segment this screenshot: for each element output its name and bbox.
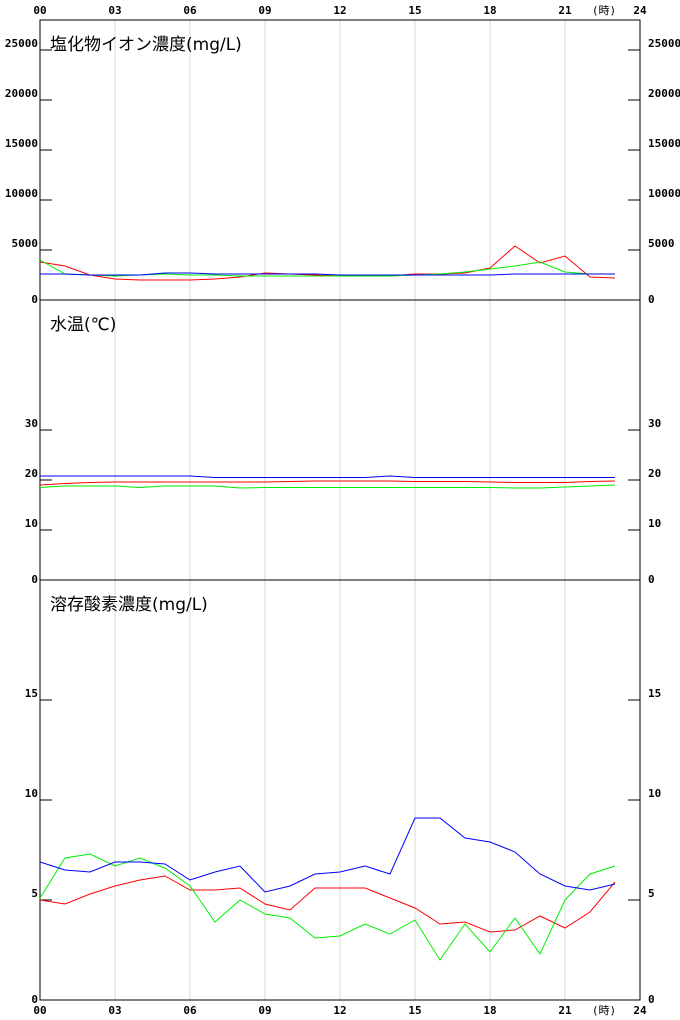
x-tick-label: 24 xyxy=(633,1004,647,1017)
y-tick-label: 30 xyxy=(25,417,38,430)
y-tick-label: 15000 xyxy=(5,137,38,150)
x-tick-label: 12 xyxy=(333,1004,346,1017)
x-tick-label: 18 xyxy=(483,1004,496,1017)
x-tick-label: 00 xyxy=(33,4,46,17)
x-tick-label: 00 xyxy=(33,1004,46,1017)
y-tick-label: 25000 xyxy=(648,37,680,50)
y-tick-label: 15 xyxy=(25,687,38,700)
data-line xyxy=(39,817,616,893)
y-tick-label: 20000 xyxy=(648,87,680,100)
x-tick-label: 15 xyxy=(408,1004,421,1017)
x-tick-label: 21 xyxy=(558,1004,572,1017)
y-tick-label: 0 xyxy=(648,293,655,306)
data-line xyxy=(39,484,616,489)
x-tick-label: 21 xyxy=(558,4,572,17)
data-line xyxy=(39,875,616,933)
y-tick-label: 0 xyxy=(648,993,655,1006)
x-tick-label: 06 xyxy=(183,4,197,17)
y-tick-label: 20 xyxy=(648,467,661,480)
x-tick-label: 03 xyxy=(108,4,121,17)
y-tick-label: 5000 xyxy=(12,237,39,250)
y-tick-label: 10 xyxy=(648,787,661,800)
y-tick-label: 25000 xyxy=(5,37,38,50)
x-unit-label: (時) xyxy=(592,1004,616,1017)
y-tick-label: 10 xyxy=(648,517,661,530)
x-tick-label: 09 xyxy=(258,1004,271,1017)
x-tick-label: 03 xyxy=(108,1004,121,1017)
y-tick-label: 5 xyxy=(31,887,38,900)
y-tick-label: 10 xyxy=(25,517,38,530)
x-tick-label: 12 xyxy=(333,4,346,17)
y-tick-label: 0 xyxy=(31,293,38,306)
y-tick-label: 15000 xyxy=(648,137,680,150)
y-tick-label: 0 xyxy=(31,993,38,1006)
y-tick-label: 0 xyxy=(31,573,38,586)
y-tick-label: 5000 xyxy=(648,237,675,250)
x-tick-label: 15 xyxy=(408,4,421,17)
panel-title: 水温(℃) xyxy=(50,315,116,335)
data-line xyxy=(40,272,615,276)
data-line xyxy=(39,480,616,486)
y-tick-label: 0 xyxy=(648,573,655,586)
data-line xyxy=(40,475,615,478)
y-tick-label: 10 xyxy=(25,787,38,800)
x-tick-label: 18 xyxy=(483,4,496,17)
panel-title: 溶存酸素濃度(mg/L) xyxy=(50,595,208,615)
y-tick-label: 10000 xyxy=(5,187,38,200)
y-tick-label: 20 xyxy=(25,467,38,480)
data-line xyxy=(39,853,616,961)
x-tick-label: 09 xyxy=(258,4,271,17)
plot-frame xyxy=(39,579,641,1001)
y-tick-label: 5 xyxy=(648,887,655,900)
y-tick-label: 30 xyxy=(648,417,661,430)
x-tick-label: 24 xyxy=(633,4,647,17)
panel-title: 塩化物イオン濃度(mg/L) xyxy=(50,35,242,55)
x-unit-label: (時) xyxy=(592,4,616,17)
y-tick-label: 20000 xyxy=(5,87,38,100)
y-tick-label: 15 xyxy=(648,687,661,700)
y-tick-label: 10000 xyxy=(648,187,680,200)
x-tick-label: 06 xyxy=(183,1004,197,1017)
